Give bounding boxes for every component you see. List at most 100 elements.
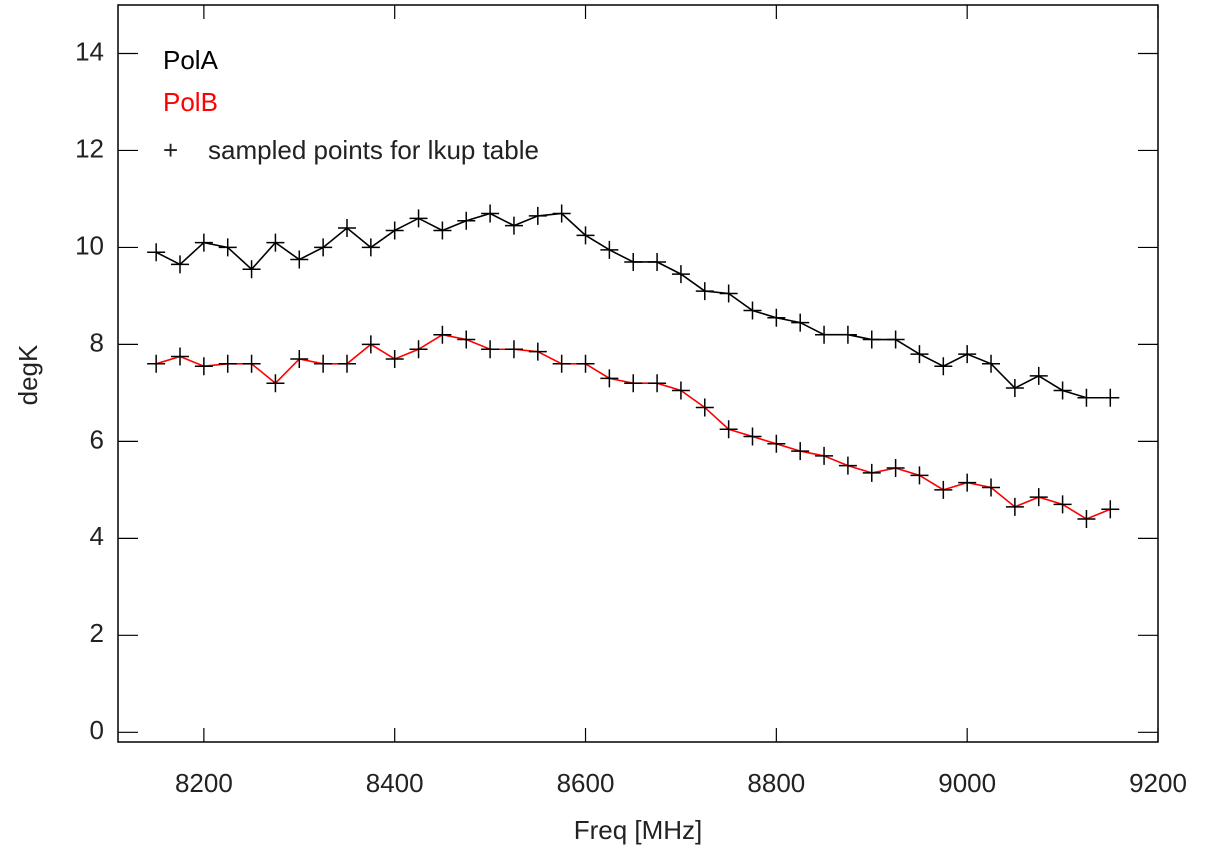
sample-marker (1005, 379, 1024, 398)
sample-marker (409, 209, 428, 228)
sample-marker (671, 265, 690, 284)
sample-marker (290, 250, 309, 269)
legend-label: sampled points for lkup table (208, 135, 539, 165)
sample-marker (290, 349, 309, 368)
plot-frame (117, 4, 1159, 743)
sample-marker (982, 354, 1001, 373)
sample-marker (576, 354, 595, 373)
sample-marker (934, 357, 953, 376)
sample-marker (194, 357, 213, 376)
sample-marker (648, 252, 667, 271)
y-tick-label: 6 (90, 424, 104, 454)
sample-marker (481, 204, 500, 223)
y-axis-label: degK (13, 344, 43, 405)
sample-marker (862, 463, 881, 482)
sample-marker (791, 442, 810, 461)
sample-marker (1029, 488, 1048, 507)
sample-marker (1077, 509, 1096, 528)
sample-marker (695, 282, 714, 301)
sample-marker (1101, 388, 1120, 407)
sample-marker (624, 374, 643, 393)
sample-marker (886, 330, 905, 349)
sample-marker (719, 420, 738, 439)
sample-marker (218, 354, 237, 373)
sample-marker (1053, 381, 1072, 400)
sample-marker (791, 313, 810, 332)
sample-marker (147, 354, 166, 373)
sample-marker (934, 480, 953, 499)
sample-marker (504, 340, 523, 359)
sample-marker (838, 325, 857, 344)
legend-marker: + (163, 135, 178, 165)
sample-marker (361, 238, 380, 257)
sample-marker (314, 238, 333, 257)
x-tick-label: 8800 (747, 768, 805, 798)
sample-marker (576, 226, 595, 245)
sample-marker (648, 374, 667, 393)
x-tick-label: 8600 (557, 768, 615, 798)
x-tick-label: 9000 (938, 768, 996, 798)
sample-marker (457, 330, 476, 349)
sample-marker (624, 252, 643, 271)
sample-marker (671, 381, 690, 400)
sample-marker (457, 211, 476, 230)
y-tick-label: 14 (75, 36, 104, 66)
sample-marker (337, 354, 356, 373)
sample-marker (695, 398, 714, 417)
sample-marker (218, 238, 237, 257)
sample-marker (242, 260, 261, 279)
sample-marker (481, 340, 500, 359)
sample-marker (171, 347, 190, 366)
sample-marker (361, 335, 380, 354)
sample-marker (1101, 500, 1120, 519)
y-tick-label: 4 (90, 521, 104, 551)
sample-marker (1077, 388, 1096, 407)
x-tick-label: 8400 (366, 768, 424, 798)
sample-marker (838, 456, 857, 475)
x-tick-label: 9200 (1129, 768, 1187, 798)
sample-marker (982, 478, 1001, 497)
sample-marker (266, 374, 285, 393)
sample-marker (767, 434, 786, 453)
sample-marker (910, 466, 929, 485)
sample-marker (862, 330, 881, 349)
sample-marker (314, 354, 333, 373)
x-axis-label: Freq [MHz] (574, 815, 703, 845)
sample-marker (242, 354, 261, 373)
sample-marker (337, 219, 356, 238)
sample-marker (433, 325, 452, 344)
sample-marker (1005, 497, 1024, 516)
sample-marker (815, 325, 834, 344)
sample-marker (552, 354, 571, 373)
sample-marker (385, 221, 404, 240)
sample-marker (171, 255, 190, 274)
y-tick-label: 10 (75, 230, 104, 260)
sample-marker (910, 345, 929, 364)
sample-marker (600, 369, 619, 388)
sample-marker (719, 284, 738, 303)
sample-marker (385, 349, 404, 368)
sample-marker (528, 206, 547, 225)
sample-marker (409, 340, 428, 359)
y-tick-label: 8 (90, 327, 104, 357)
sample-marker (266, 233, 285, 252)
sample-marker (552, 204, 571, 223)
sample-marker (433, 221, 452, 240)
x-tick-label: 8200 (175, 768, 233, 798)
sample-marker (1053, 495, 1072, 514)
sample-marker (886, 459, 905, 478)
sample-marker (958, 473, 977, 492)
sample-marker (600, 240, 619, 259)
sample-marker (147, 243, 166, 262)
legend-label: PolB (163, 87, 218, 117)
y-tick-label: 0 (90, 715, 104, 745)
sample-marker (528, 342, 547, 361)
series-line (155, 212, 1111, 399)
sample-marker (194, 233, 213, 252)
y-tick-label: 12 (75, 133, 104, 163)
sample-marker (1029, 366, 1048, 385)
sample-marker (743, 427, 762, 446)
y-tick-label: 2 (90, 618, 104, 648)
legend-label: PolA (163, 45, 219, 75)
